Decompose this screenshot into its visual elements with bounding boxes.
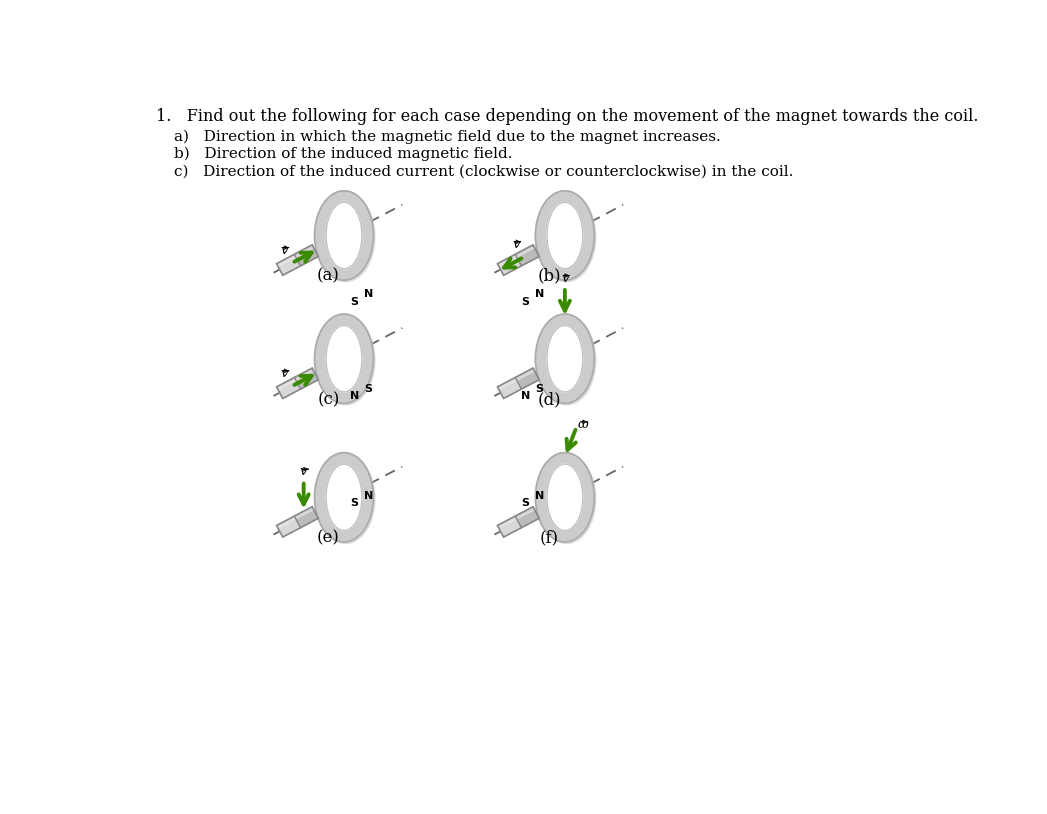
Bar <box>276 245 314 267</box>
Ellipse shape <box>535 314 595 404</box>
Ellipse shape <box>537 454 596 544</box>
Bar <box>515 368 539 389</box>
Text: v: v <box>512 238 519 251</box>
Ellipse shape <box>547 203 583 269</box>
Text: (b): (b) <box>537 268 561 285</box>
Bar <box>276 368 318 399</box>
Bar <box>276 506 318 537</box>
Text: S: S <box>521 296 530 307</box>
Bar <box>497 378 521 399</box>
Ellipse shape <box>537 316 596 405</box>
Ellipse shape <box>547 464 583 531</box>
Text: N: N <box>521 392 531 401</box>
Bar <box>294 245 318 266</box>
Bar <box>497 245 535 267</box>
Text: c)   Direction of the induced current (clockwise or counterclockwise) in the coi: c) Direction of the induced current (clo… <box>174 164 793 178</box>
Bar <box>497 368 539 399</box>
Bar <box>515 506 539 527</box>
Text: S: S <box>521 498 530 508</box>
Text: ω: ω <box>577 418 588 431</box>
Text: S: S <box>364 384 373 394</box>
Bar <box>276 368 314 390</box>
Text: N: N <box>363 491 373 501</box>
Text: S: S <box>351 296 358 307</box>
Ellipse shape <box>314 314 374 404</box>
Ellipse shape <box>316 316 375 405</box>
Text: a)   Direction in which the magnetic field due to the magnet increases.: a) Direction in which the magnetic field… <box>174 129 720 143</box>
Text: S: S <box>535 384 543 394</box>
Text: (c): (c) <box>317 391 339 408</box>
Bar <box>294 506 318 527</box>
Bar <box>497 368 535 390</box>
Bar <box>497 506 539 537</box>
Ellipse shape <box>547 326 583 392</box>
Ellipse shape <box>314 190 374 280</box>
Text: (d): (d) <box>537 391 561 408</box>
Ellipse shape <box>537 192 596 282</box>
Text: (e): (e) <box>317 530 340 547</box>
Text: v: v <box>561 272 569 285</box>
Ellipse shape <box>535 190 595 280</box>
Bar <box>276 254 300 275</box>
Text: 1.   Find out the following for each case depending on the movement of the magne: 1. Find out the following for each case … <box>156 108 978 125</box>
Bar <box>497 254 521 275</box>
Bar <box>276 245 318 275</box>
Bar <box>497 245 539 275</box>
Bar <box>497 516 521 537</box>
Text: (f): (f) <box>540 530 559 547</box>
Ellipse shape <box>316 192 375 282</box>
Text: b)   Direction of the induced magnetic field.: b) Direction of the induced magnetic fie… <box>174 147 512 161</box>
Text: v: v <box>299 466 308 479</box>
Text: (a): (a) <box>317 268 340 285</box>
Text: S: S <box>351 498 358 508</box>
Bar <box>276 516 300 537</box>
Ellipse shape <box>316 454 375 544</box>
Bar <box>497 506 535 528</box>
Ellipse shape <box>535 453 595 542</box>
Text: v: v <box>281 367 288 380</box>
Bar <box>276 506 314 528</box>
Ellipse shape <box>327 203 362 269</box>
Ellipse shape <box>314 453 374 542</box>
Text: N: N <box>363 289 373 300</box>
Ellipse shape <box>327 326 362 392</box>
Bar <box>276 378 300 399</box>
Bar <box>515 245 539 266</box>
Bar <box>294 368 318 389</box>
Ellipse shape <box>327 464 362 531</box>
Text: v: v <box>281 244 288 257</box>
Text: N: N <box>535 491 544 501</box>
Text: N: N <box>350 392 359 401</box>
Text: N: N <box>535 289 544 300</box>
